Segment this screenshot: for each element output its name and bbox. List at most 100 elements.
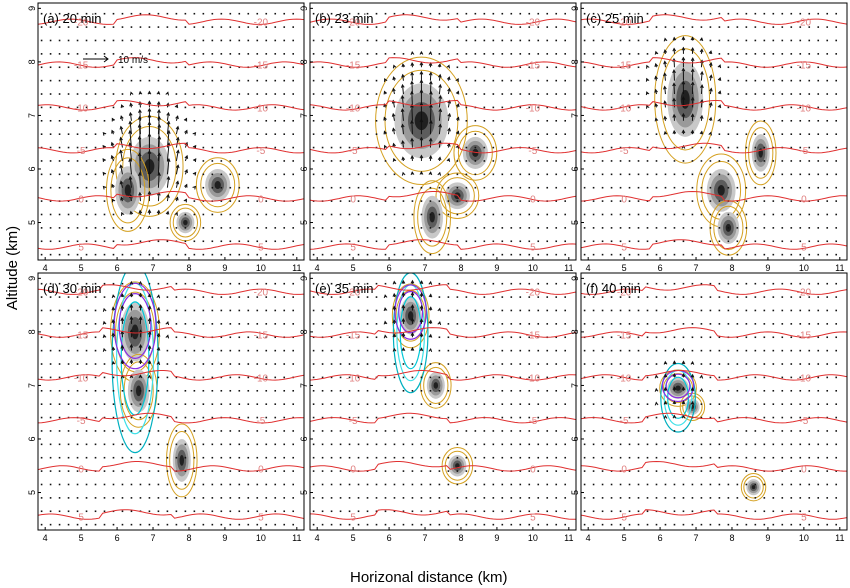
wind-vector: [510, 26, 513, 28]
wind-vector: [238, 510, 241, 513]
wind-vector: [175, 497, 178, 499]
wind-vector: [628, 200, 631, 202]
wind-vector: [229, 93, 232, 95]
wind-vector: [420, 26, 423, 28]
wind-vector: [763, 240, 766, 243]
wind-vector: [646, 133, 649, 135]
wind-vector: [709, 26, 712, 28]
wind-vector: [790, 497, 793, 499]
wind-vector-head: [401, 73, 405, 78]
wind-vector: [691, 160, 694, 162]
wind-vector: [564, 133, 567, 135]
wind-vector: [528, 376, 531, 379]
wind-vector: [709, 430, 712, 432]
wind-vector: [438, 227, 441, 229]
wind-vector: [274, 173, 277, 176]
wind-vector: [330, 39, 333, 42]
wind-vector: [456, 309, 459, 312]
wind-vector: [292, 349, 295, 352]
wind-vector: [745, 213, 748, 216]
wind-vector: [628, 443, 631, 446]
wind-vector: [175, 443, 178, 446]
wind-vector-head: [699, 374, 704, 379]
wind-vector: [375, 430, 378, 432]
wind-vector: [229, 53, 232, 55]
wind-vector: [655, 470, 658, 472]
echo-core-shade: [183, 219, 188, 226]
wind-vector: [709, 160, 712, 162]
wind-vector: [85, 53, 88, 55]
wind-vector: [247, 213, 250, 216]
wind-vector: [664, 227, 667, 229]
panel-4: -20 -20-15 -15-10 -10-5 -50 05 54 5 6 7 8 9 10 115678…: [27, 272, 305, 543]
wind-vector-head: [428, 333, 433, 338]
wind-vector: [592, 160, 595, 162]
wind-vector-head: [166, 193, 170, 198]
wind-vector: [601, 26, 604, 28]
wind-vector: [474, 296, 477, 298]
wind-vector-head: [446, 157, 451, 162]
isotherm-line: [38, 191, 304, 202]
wind-vector: [120, 150, 123, 162]
wind-vector: [763, 26, 766, 28]
wind-vector: [583, 186, 586, 189]
wind-vector: [49, 336, 52, 339]
wind-vector: [826, 240, 829, 243]
wind-vector: [67, 66, 70, 69]
wind-vector: [157, 510, 160, 513]
wind-vector-head: [428, 306, 433, 311]
wind-vector: [709, 323, 712, 325]
wind-vector: [247, 106, 250, 109]
isotherm-line: [581, 370, 847, 381]
wind-vector: [103, 200, 106, 202]
wind-vector: [357, 497, 360, 499]
wind-vector: [58, 376, 61, 379]
wind-vector: [745, 160, 748, 162]
wind-vector: [492, 160, 495, 162]
wind-vector: [202, 323, 205, 325]
wind-vector: [402, 363, 405, 365]
wind-vector: [790, 39, 793, 42]
y-tick-label: 5: [27, 220, 37, 225]
wind-vector: [537, 323, 540, 325]
isotherm-line: [310, 99, 576, 111]
wind-vector: [357, 106, 360, 109]
wind-vector: [256, 336, 259, 339]
wind-vector-head: [699, 114, 704, 119]
wind-vector: [238, 119, 241, 122]
wind-vector: [429, 363, 432, 365]
wind-vector: [49, 282, 52, 285]
wind-vector: [682, 186, 685, 189]
wind-vector: [58, 349, 61, 352]
wind-vector: [175, 336, 178, 339]
wind-vector: [519, 282, 522, 285]
wind-vector: [112, 403, 115, 405]
wind-vector: [312, 93, 315, 95]
wind-vector: [619, 26, 622, 28]
wind-vector: [429, 81, 432, 95]
wind-vector: [40, 323, 43, 325]
wind-vector: [67, 510, 70, 513]
wind-vector: [808, 133, 811, 135]
isotherm-label: -5: [349, 146, 358, 157]
wind-vector: [736, 483, 739, 486]
wind-vector: [175, 403, 178, 405]
wind-vector: [438, 510, 441, 513]
wind-vector: [166, 349, 169, 352]
wind-vector: [790, 79, 793, 82]
wind-vector: [474, 497, 477, 499]
wind-vector: [348, 79, 351, 82]
wind-vector-head: [663, 373, 668, 378]
wind-vector: [157, 376, 160, 379]
wind-vector: [826, 470, 829, 472]
wind-vector: [58, 456, 61, 459]
wind-vector: [655, 173, 658, 176]
wind-vector: [456, 470, 459, 472]
wind-vector-head: [672, 69, 676, 74]
wind-vector: [546, 430, 549, 432]
wind-vector: [94, 119, 97, 122]
wind-vector: [238, 403, 241, 405]
wind-vector-head: [401, 317, 406, 322]
wind-vector: [501, 389, 504, 392]
wind-vector: [94, 106, 97, 109]
